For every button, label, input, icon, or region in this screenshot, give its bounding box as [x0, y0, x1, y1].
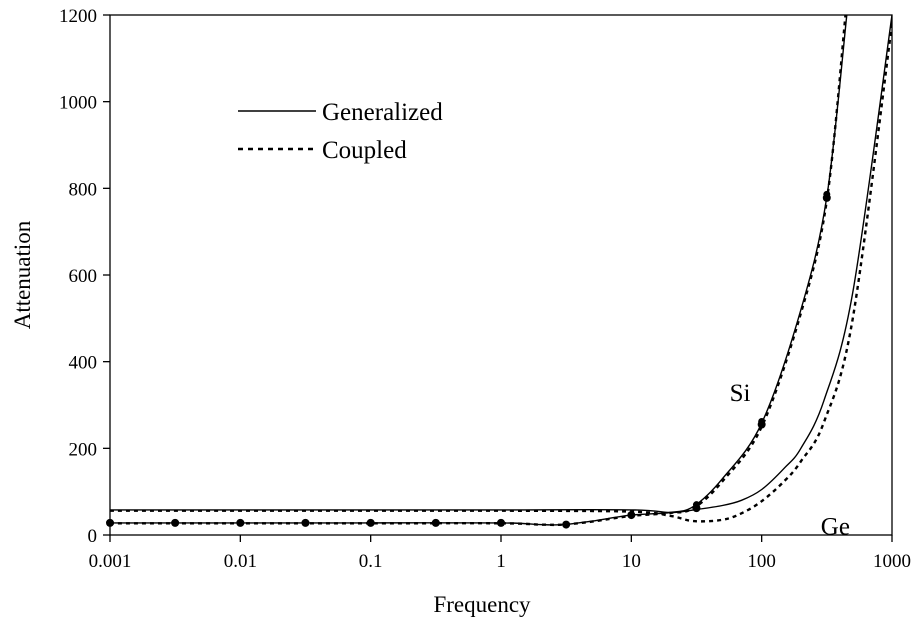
series-ge-coupled: [110, 23, 892, 523]
data-marker: [366, 518, 375, 527]
legend: Generalized Coupled: [238, 99, 443, 164]
data-marker: [431, 518, 440, 527]
series-lines: [110, 15, 892, 527]
x-axis-title: Frequency: [433, 592, 531, 617]
data-marker: [823, 190, 831, 198]
plot-frame: [109, 14, 893, 536]
y-tick-label: 600: [69, 266, 98, 287]
legend-label-generalized: Generalized: [322, 99, 443, 126]
y-tick-label: 0: [88, 526, 98, 547]
x-tick-label: 1: [496, 551, 506, 572]
data-markers: [106, 190, 831, 529]
y-tick-label: 400: [69, 353, 98, 374]
legend-label-coupled: Coupled: [322, 137, 407, 164]
x-tick-label: 10: [622, 551, 641, 572]
y-axis-title: Attenuation: [10, 220, 35, 329]
x-tick-label: 0.1: [359, 551, 383, 572]
series-ge-generalized: [110, 15, 892, 514]
annotations: Si Ge: [730, 380, 850, 540]
annotation-ge: Ge: [821, 513, 850, 540]
axis-tick-labels: 0.001 0.01 0.1 1 10 100 1000 0 200 400 600 800 1000 1…: [59, 6, 911, 572]
data-marker: [301, 518, 310, 527]
x-tick-label: 0.01: [224, 551, 257, 572]
data-marker: [692, 501, 700, 509]
data-marker: [562, 520, 571, 529]
data-marker: [627, 511, 636, 520]
y-tick-label: 200: [69, 439, 98, 460]
data-marker: [171, 518, 180, 527]
axis-ticks: [103, 14, 893, 542]
y-tick-label: 1200: [59, 6, 97, 27]
plot-border: [109, 14, 893, 536]
data-marker: [236, 518, 245, 527]
x-tick-label: 1000: [873, 551, 911, 572]
y-tick-label: 800: [69, 179, 98, 200]
series-si-generalized: [110, 15, 848, 526]
y-tick-label: 1000: [59, 93, 97, 114]
x-tick-label: 100: [747, 551, 776, 572]
data-marker: [497, 518, 505, 527]
data-marker: [106, 518, 114, 527]
data-marker: [758, 417, 766, 425]
series-si-coupled: [110, 15, 847, 527]
annotation-si: Si: [730, 380, 751, 407]
x-tick-label: 0.001: [89, 551, 132, 572]
